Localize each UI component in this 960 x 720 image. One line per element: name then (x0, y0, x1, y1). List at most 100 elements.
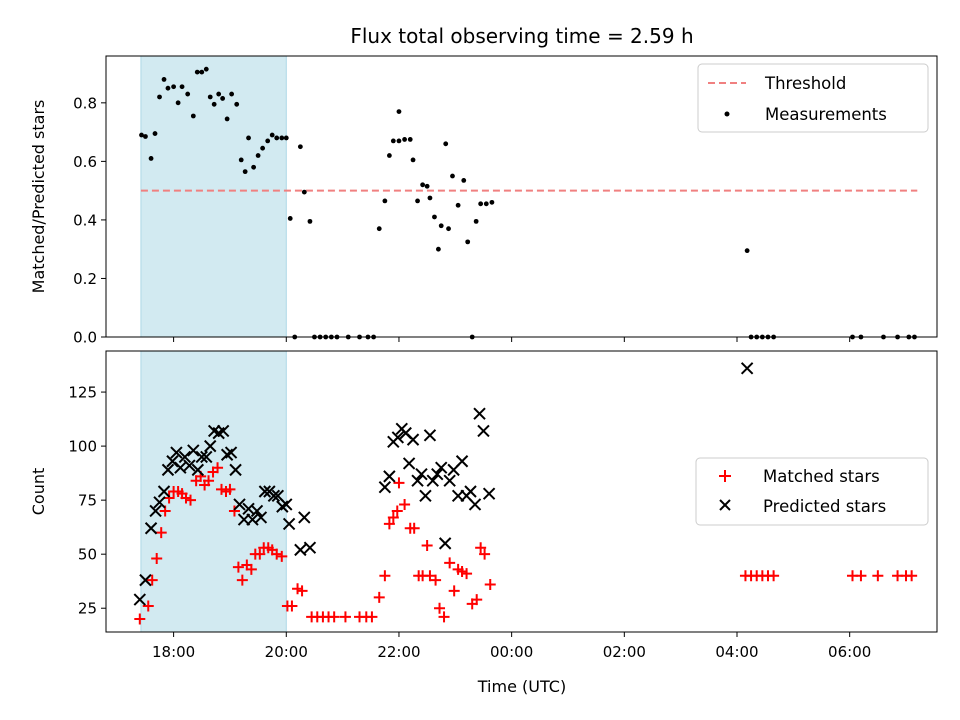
chart-title: Flux total observing time = 2.59 h (350, 24, 693, 48)
measurement-point (157, 94, 162, 100)
measurement-point (455, 202, 461, 208)
measurement-point (207, 94, 213, 100)
predicted-star-point (191, 463, 205, 477)
predicted-star-point (233, 498, 246, 511)
predicted-star-point (133, 593, 147, 606)
predicted-star-point (464, 485, 477, 498)
measurement-point (402, 137, 407, 142)
panel-count: 25 50 75 100 125 18:00 20:00 22:00 00:00 02:00 04… (29, 350, 938, 696)
matched-star-point (393, 477, 405, 489)
measurement-point (238, 157, 244, 163)
matched-star-point (383, 518, 395, 530)
measurement-point (175, 100, 181, 106)
plot-frame-top (105, 55, 938, 338)
legend-matched-label: Matched stars (763, 467, 880, 486)
matched-star-point (328, 611, 340, 623)
matched-star-point (155, 527, 167, 539)
measurement-point (427, 195, 433, 201)
measurement-point (473, 218, 479, 224)
legend-measurements-label: Measurements (765, 105, 887, 124)
predicted-star-point (406, 433, 420, 446)
measurement-point (410, 157, 416, 163)
predicted-star-point (426, 474, 439, 487)
matched-star-point (232, 561, 244, 573)
measurement-point (744, 248, 750, 254)
matched-star-point (254, 548, 266, 560)
matched-stars-points (134, 462, 918, 625)
y-axis-bottom: 25 50 75 100 125 (68, 384, 106, 618)
predicted-star-point (267, 489, 281, 503)
matched-star-point (906, 570, 918, 582)
measurement-point (424, 183, 430, 189)
predicted-star-point (435, 461, 448, 474)
measurement-point (382, 198, 388, 204)
measurement-point (242, 169, 248, 175)
predicted-star-point (383, 470, 396, 483)
matched-star-point (484, 578, 496, 590)
y-tick-label: 125 (68, 384, 97, 402)
matched-star-point (245, 563, 257, 575)
y-tick-label: 100 (68, 438, 97, 456)
matched-star-point (408, 522, 420, 534)
measurement-point (161, 77, 167, 82)
measurement-point (443, 141, 449, 147)
measurement-point (279, 135, 285, 141)
matched-star-point (373, 591, 385, 603)
matched-star-point (461, 568, 473, 580)
matched-star-point (438, 611, 450, 623)
predicted-star-point (282, 517, 296, 531)
measurement-point (307, 218, 313, 224)
measurement-point (199, 69, 205, 75)
measurement-point (234, 101, 240, 107)
predicted-star-point (161, 463, 175, 477)
matched-star-point (142, 600, 154, 612)
y-tick-label: 0.0 (73, 329, 97, 347)
y-axis-top: 0.0 0.2 0.4 0.6 0.8 (73, 94, 106, 347)
predicted-star-point (157, 485, 171, 498)
predicted-star-point (144, 522, 158, 535)
legend-bottom: Matched stars Predicted stars (695, 457, 929, 526)
measurement-point (139, 132, 144, 138)
predicted-star-point (482, 487, 496, 500)
panel-ratio: 0.00.20.40.60.8 Matched/Predicted stars … (29, 55, 938, 347)
legend-predicted-label: Predicted stars (763, 497, 886, 516)
y-tick-label: 25 (78, 600, 97, 618)
x-tick-label: 04:00 (715, 643, 758, 661)
matched-star-point (203, 475, 215, 487)
legend-matched-swatch (719, 470, 731, 482)
predicted-star-point (419, 489, 432, 503)
matched-star-point (134, 613, 146, 625)
legend-measurements-swatch (724, 111, 730, 117)
matched-star-point (339, 611, 351, 623)
predicted-star-point (303, 541, 317, 554)
predicted-star-point (443, 474, 456, 487)
predicted-star-point (378, 480, 392, 494)
predicted-star-point (170, 446, 183, 459)
shaded-region-rect (140, 55, 287, 338)
measurement-point (211, 101, 217, 107)
plot-frame-bottom (105, 350, 938, 633)
predicted-star-point (477, 424, 490, 438)
predicted-star-point (204, 439, 217, 453)
measurement-point (297, 144, 303, 150)
x-tick-label: 00:00 (490, 643, 533, 661)
legend-threshold-label: Threshold (764, 74, 846, 93)
x-axis-label: Time (UTC) (477, 677, 566, 696)
y-axis-label-bottom: Count (29, 468, 48, 516)
y-tick-label: 0.6 (73, 153, 97, 171)
matched-star-point (163, 492, 175, 504)
predicted-star-point (224, 446, 238, 459)
measurement-point (287, 216, 293, 221)
matched-star-point (421, 540, 433, 552)
predicted-star-point (229, 463, 242, 477)
matched-star-point (286, 600, 298, 612)
measurement-point (407, 137, 413, 142)
measurement-point (386, 153, 392, 158)
measurement-point (152, 131, 158, 136)
matched-star-point (475, 542, 487, 554)
measurement-point (251, 164, 257, 170)
predicted-star-point (174, 461, 187, 474)
predicted-star-point (149, 504, 162, 518)
predicted-star-point (254, 511, 268, 524)
measurement-point (450, 173, 455, 179)
